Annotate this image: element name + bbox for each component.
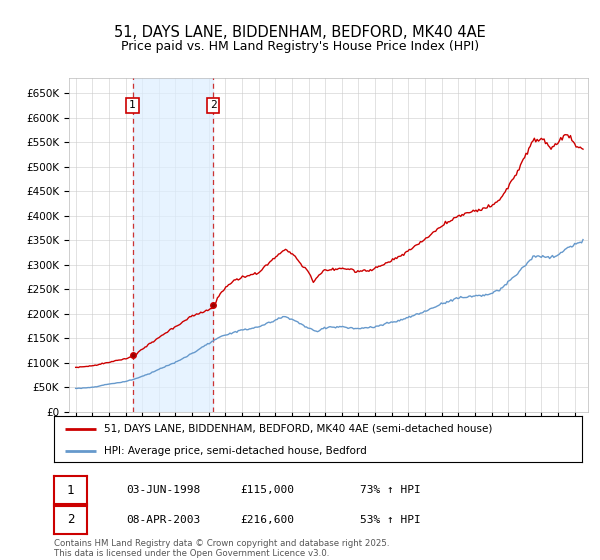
- Bar: [133, 78, 213, 412]
- Text: 08-APR-2003: 08-APR-2003: [126, 515, 200, 525]
- Text: Contains HM Land Registry data © Crown copyright and database right 2025.
This d: Contains HM Land Registry data © Crown c…: [54, 539, 389, 558]
- Text: 1: 1: [67, 483, 74, 497]
- Text: 2: 2: [67, 513, 74, 526]
- Text: 51, DAYS LANE, BIDDENHAM, BEDFORD, MK40 4AE: 51, DAYS LANE, BIDDENHAM, BEDFORD, MK40 …: [114, 25, 486, 40]
- Text: 03-JUN-1998: 03-JUN-1998: [126, 485, 200, 495]
- Text: HPI: Average price, semi-detached house, Bedford: HPI: Average price, semi-detached house,…: [104, 446, 367, 455]
- Text: 2: 2: [210, 100, 217, 110]
- Text: 73% ↑ HPI: 73% ↑ HPI: [360, 485, 421, 495]
- Text: 1: 1: [129, 100, 136, 110]
- Text: Price paid vs. HM Land Registry's House Price Index (HPI): Price paid vs. HM Land Registry's House …: [121, 40, 479, 53]
- Text: 53% ↑ HPI: 53% ↑ HPI: [360, 515, 421, 525]
- Text: 51, DAYS LANE, BIDDENHAM, BEDFORD, MK40 4AE (semi-detached house): 51, DAYS LANE, BIDDENHAM, BEDFORD, MK40 …: [104, 424, 493, 434]
- Text: £115,000: £115,000: [240, 485, 294, 495]
- Text: £216,600: £216,600: [240, 515, 294, 525]
